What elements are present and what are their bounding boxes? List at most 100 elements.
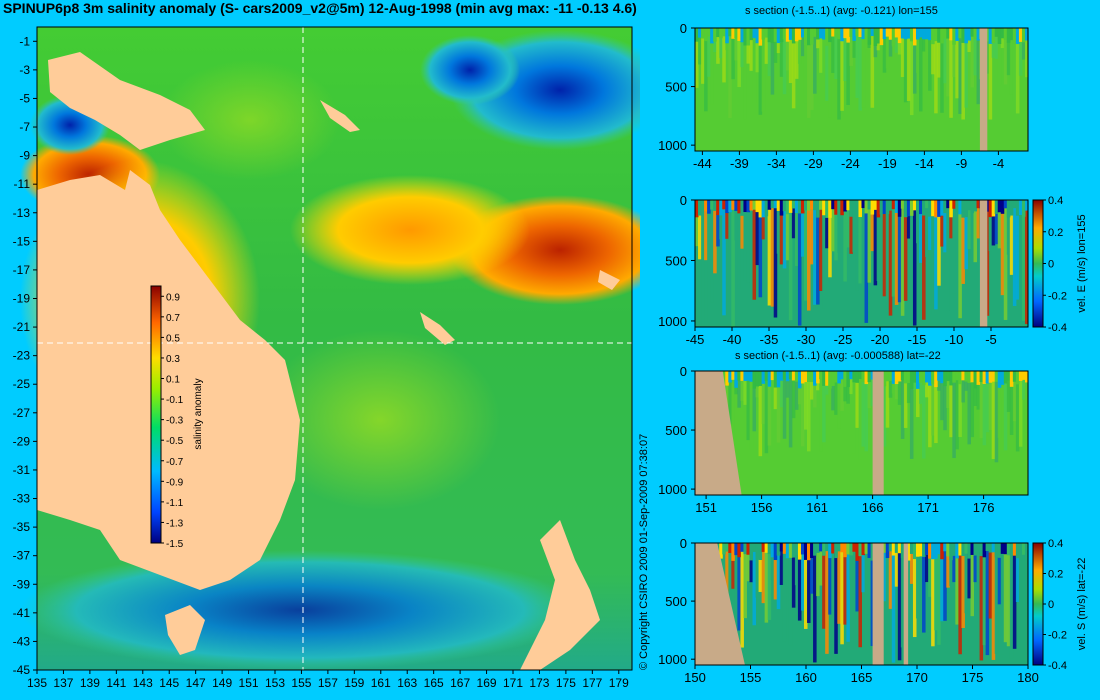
section-cell: [800, 371, 805, 447]
section-cell: [925, 371, 929, 398]
section-cell: [997, 28, 1002, 86]
section-surface-cell: [725, 543, 729, 552]
section-cell: [1021, 200, 1026, 321]
section-surface-cell: [791, 543, 796, 558]
section-surface-cell: [843, 28, 847, 39]
section-surface-cell: [1018, 543, 1023, 561]
section-x-tick-label: -14: [915, 156, 934, 171]
section-cell: [794, 28, 799, 79]
map-colorbar: 0.9 0.7 0.5 0.3 0.1 -0.1 -0.3 -0.5 -0.7 -0.9 -1.1 -…: [150, 285, 204, 550]
section-surface-cell: [740, 371, 744, 381]
section-cell: [782, 543, 787, 642]
section-cell: [755, 200, 760, 266]
velocity-colorbar-tick-label: 0: [1048, 259, 1054, 271]
section-surface-cell: [843, 200, 847, 212]
section-surface-cell: [994, 200, 999, 214]
section-cell: [852, 543, 856, 595]
section-cell: [1012, 371, 1017, 422]
section-cell: [864, 371, 869, 452]
section-cell: [761, 28, 766, 112]
section-x-tick-label: 176: [973, 500, 995, 515]
map-x-tick-label: 161: [371, 676, 391, 690]
section-cell: [1009, 371, 1014, 435]
section-surface-cell: [906, 28, 911, 39]
section-surface-cell: [773, 200, 778, 209]
section-surface-cell: [931, 371, 935, 385]
section-cell: [773, 200, 778, 318]
section-cell: [919, 28, 923, 112]
section-cell: [704, 200, 708, 261]
section-cell: [919, 543, 923, 587]
section-cell: [746, 28, 750, 64]
section-surface-cell: [1003, 371, 1008, 384]
section-surface-cell: [782, 200, 787, 212]
section-surface-cell: [919, 28, 923, 38]
section-surface-cell: [970, 200, 975, 214]
section-cell: [822, 200, 826, 309]
section-cell: [937, 28, 941, 78]
section-surface-cell: [1024, 543, 1029, 560]
section-surface-cell: [955, 543, 959, 559]
section-cell: [885, 28, 890, 69]
section-cell: [915, 28, 920, 73]
section-cell: [704, 28, 708, 112]
section-surface-cell: [912, 28, 917, 46]
section-cell: [767, 200, 772, 306]
section-x-tick-label: 175: [962, 670, 984, 685]
map-x-tick-label: 143: [133, 676, 153, 690]
section-cell: [900, 200, 905, 316]
section-surface-cell: [846, 543, 850, 555]
section-cell: [934, 371, 938, 444]
section-surface-cell: [991, 28, 996, 44]
section-cell: [761, 200, 766, 240]
section-cell: [922, 28, 926, 52]
section-x-tick-label: -35: [760, 332, 779, 347]
section-x-tick-label: -4: [993, 156, 1005, 171]
section-cell: [958, 543, 962, 655]
section-cell: [885, 543, 890, 646]
section-surface-cell: [955, 28, 959, 41]
section-surface-cell: [834, 371, 838, 383]
section-surface-cell: [819, 28, 823, 39]
section-cell: [897, 200, 902, 303]
section-surface-cell: [800, 543, 805, 555]
section-surface-cell: [858, 200, 862, 218]
section-surface-cell: [903, 371, 908, 384]
section-cell: [1000, 200, 1005, 296]
section-x-tick-label: 151: [695, 500, 717, 515]
section-cell: [822, 28, 826, 76]
section-cell: [846, 200, 850, 248]
section-surface-cell: [785, 543, 790, 559]
section-surface-cell: [776, 28, 781, 44]
section-cell: [764, 371, 769, 454]
section-cell: [797, 543, 802, 621]
section-surface-cell: [776, 543, 781, 556]
section-surface-cell: [807, 200, 811, 211]
velocity-south-panel: 150 155 160 165 170 175 180 0 500 1000 0.4 0.2 0 -0.2…: [658, 536, 1088, 685]
section-surface-cell: [788, 543, 793, 558]
section-surface-cell: [840, 28, 844, 42]
section-surface-cell: [934, 28, 938, 42]
section-surface-cell: [722, 543, 726, 555]
section-surface-cell: [855, 200, 859, 212]
section-cell: [761, 543, 766, 604]
section-x-tick-label: -10: [945, 332, 964, 347]
section-surface-cell: [909, 543, 914, 554]
section-cell: [991, 200, 996, 246]
section-cell: [940, 543, 944, 622]
section-cell: [909, 371, 914, 459]
section-cell: [731, 543, 735, 589]
section-surface-cell: [713, 200, 717, 211]
section-surface-cell: [734, 371, 738, 388]
section-surface-cell: [855, 28, 859, 37]
section-surface-cell: [952, 543, 956, 556]
section-surface-cell: [1006, 200, 1011, 218]
section-cell: [897, 371, 902, 405]
section-cell: [767, 371, 772, 446]
salinity-section-lon-panel: -44 -39 -34 -29 -24 -19 -14 -9 -4 0 500 1000: [658, 21, 1029, 171]
section-surface-cell: [761, 371, 766, 384]
section-x-tick-label: -20: [871, 332, 890, 347]
section-cell: [822, 371, 826, 443]
section-cell: [903, 28, 908, 103]
section-cell: [928, 371, 932, 448]
